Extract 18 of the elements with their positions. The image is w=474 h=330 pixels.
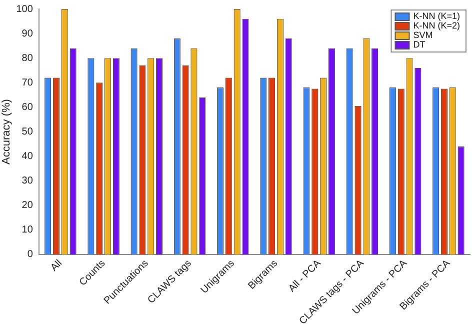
y-tick-label: 90 (22, 28, 34, 40)
y-tick-label: 80 (22, 52, 34, 64)
y-axis-title: Accuracy (%) (0, 99, 13, 164)
y-tick-label: 60 (22, 102, 34, 113)
y-tick-label: 70 (22, 77, 34, 88)
y-tick-label: 50 (22, 126, 34, 138)
x-tick-label: All - PCA (286, 258, 324, 294)
x-tick-label: All (48, 258, 65, 274)
legend-label: DT (413, 40, 426, 50)
y-tick-label: 100 (16, 4, 34, 15)
legend-label: SVM (413, 30, 433, 40)
y-tick-label: 10 (22, 224, 34, 236)
legend-label: K-NN (K=1) (413, 11, 460, 22)
y-tick-label: 20 (22, 200, 34, 212)
y-tick-label: 30 (22, 176, 34, 187)
legend-label: K-NN (K=2) (413, 20, 460, 31)
y-tick-label: 40 (22, 151, 34, 162)
y-tick-label: 0 (27, 249, 34, 260)
